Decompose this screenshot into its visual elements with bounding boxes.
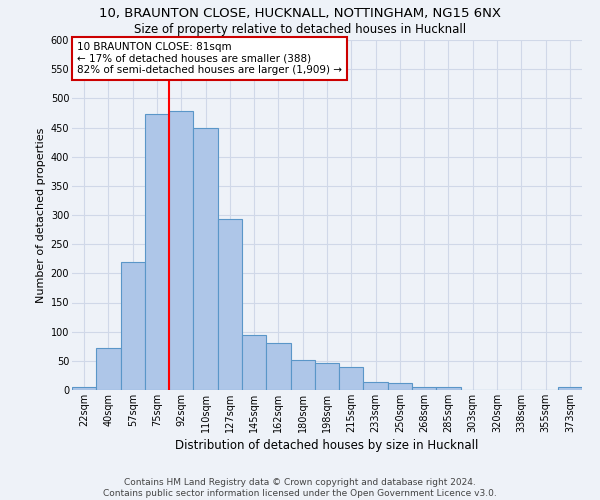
Bar [558,387,582,390]
Text: 10 BRAUNTON CLOSE: 81sqm
← 17% of detached houses are smaller (388)
82% of semi-: 10 BRAUNTON CLOSE: 81sqm ← 17% of detach… [77,42,342,75]
Bar [218,219,242,390]
Bar [242,334,266,390]
Bar [388,383,412,390]
Bar [364,382,388,390]
Bar [169,111,193,390]
Bar [121,262,145,390]
Bar [290,360,315,390]
Bar [193,128,218,390]
Bar [315,362,339,390]
X-axis label: Distribution of detached houses by size in Hucknall: Distribution of detached houses by size … [175,439,479,452]
Text: 10, BRAUNTON CLOSE, HUCKNALL, NOTTINGHAM, NG15 6NX: 10, BRAUNTON CLOSE, HUCKNALL, NOTTINGHAM… [99,8,501,20]
Y-axis label: Number of detached properties: Number of detached properties [37,128,46,302]
Bar [72,387,96,390]
Bar [436,387,461,390]
Text: Contains HM Land Registry data © Crown copyright and database right 2024.
Contai: Contains HM Land Registry data © Crown c… [103,478,497,498]
Bar [266,344,290,390]
Bar [339,366,364,390]
Bar [96,348,121,390]
Bar [145,114,169,390]
Bar [412,387,436,390]
Text: Size of property relative to detached houses in Hucknall: Size of property relative to detached ho… [134,22,466,36]
